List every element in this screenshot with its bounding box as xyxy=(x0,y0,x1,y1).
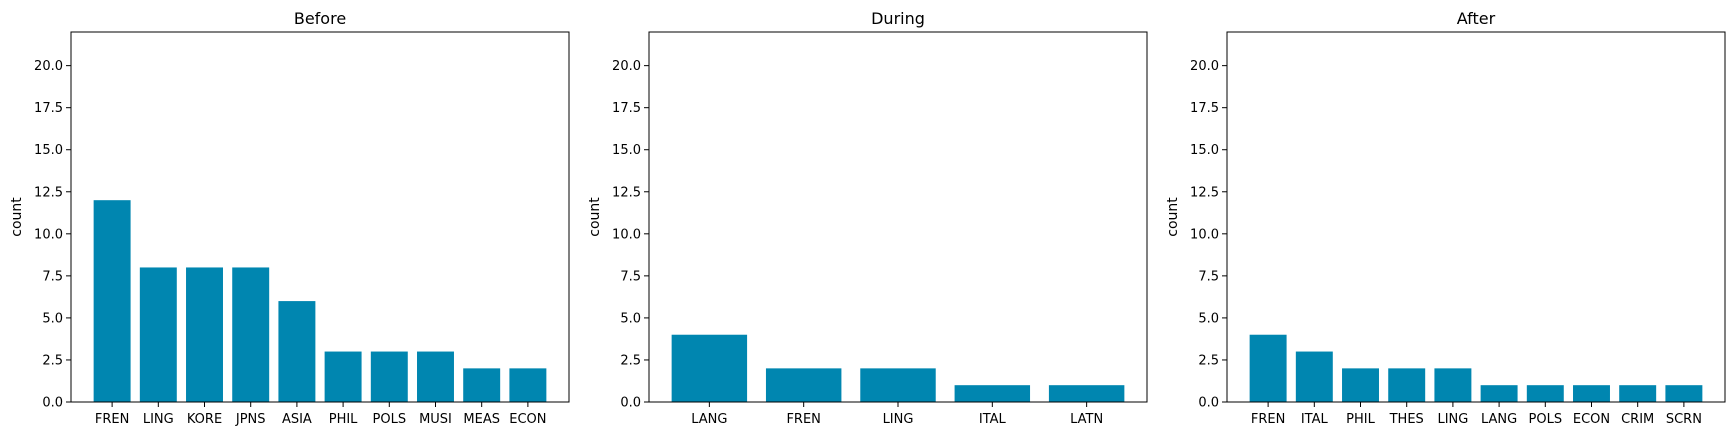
x-tick-label: FREN xyxy=(1251,412,1285,427)
y-tick-label: 2.5 xyxy=(42,353,63,368)
y-tick-label: 7.5 xyxy=(620,269,641,284)
y-tick-label: 5.0 xyxy=(620,311,641,326)
bar-thes xyxy=(1388,368,1426,402)
bar-fren xyxy=(765,368,842,402)
bar-pols xyxy=(370,351,408,402)
chart-panel-during: During count 0.0 2.5 5.0 7.5 10.0 12.5 15.0 17.5 2… xyxy=(587,9,1148,427)
x-tick-label: POLS xyxy=(373,412,407,427)
bar-musi xyxy=(417,351,454,402)
bar-ital xyxy=(954,385,1031,402)
y-tick-label: 17.5 xyxy=(612,101,641,116)
bar-kore xyxy=(186,267,223,402)
y-tick-label: 2.5 xyxy=(1198,353,1219,368)
y-axis-label: count xyxy=(1165,197,1181,237)
plot-frame xyxy=(648,31,1148,403)
bar-latn xyxy=(1048,385,1125,402)
x-tick-label: KORE xyxy=(187,412,222,427)
y-tick-label: 10.0 xyxy=(612,227,641,242)
y-tick-label: 10.0 xyxy=(1190,227,1219,242)
x-tick-label: MUSI xyxy=(419,412,452,427)
chart-title: After xyxy=(1457,9,1496,28)
x-tick-label: LANG xyxy=(691,412,727,427)
bar-crim xyxy=(1619,385,1657,402)
bar-ling xyxy=(860,368,936,402)
bar-ling xyxy=(139,267,177,402)
bar-asia xyxy=(278,301,316,402)
bar-phil xyxy=(1342,368,1379,402)
bar-fren xyxy=(93,200,131,402)
y-tick-label: 0.0 xyxy=(42,396,63,411)
bar-lang xyxy=(671,334,748,402)
chart-panel-after: After count 0.0 2.5 5.0 7.5 10.0 12.5 15.0 17.5 20… xyxy=(1165,9,1726,427)
x-tick-label: JPNS xyxy=(235,412,266,427)
y-axis-label: count xyxy=(9,197,25,237)
y-tick-label: 15.0 xyxy=(1190,143,1219,158)
y-tick-label: 5.0 xyxy=(1198,311,1219,326)
bar-fren xyxy=(1249,334,1287,402)
bar-econ xyxy=(509,368,547,402)
plot-frame xyxy=(70,31,570,403)
y-tick-label: 20.0 xyxy=(612,59,641,74)
y-tick-label: 17.5 xyxy=(34,101,63,116)
x-tick-label: ITAL xyxy=(1301,412,1329,427)
x-tick-label: LATN xyxy=(1070,412,1103,427)
y-tick-label: 0.0 xyxy=(1198,396,1219,411)
x-tick-label: CRIM xyxy=(1621,412,1654,427)
x-tick-label: ASIA xyxy=(282,412,312,427)
bar-econ xyxy=(1573,385,1610,402)
chart-title: Before xyxy=(294,9,346,28)
bar-ital xyxy=(1295,351,1333,402)
y-tick-label: 15.0 xyxy=(34,143,63,158)
y-tick-label: 7.5 xyxy=(1198,269,1219,284)
y-tick-label: 17.5 xyxy=(1190,101,1219,116)
x-tick-label: LING xyxy=(143,412,174,427)
x-tick-label: THES xyxy=(1389,412,1424,427)
y-axis-label: count xyxy=(587,197,603,237)
y-tick-label: 12.5 xyxy=(612,185,641,200)
x-tick-label: LANG xyxy=(1481,412,1517,427)
y-tick-label: 7.5 xyxy=(42,269,63,284)
bar-meas xyxy=(463,368,501,402)
x-tick-label: LING xyxy=(883,412,914,427)
x-tick-label: ECON xyxy=(509,412,546,427)
x-tick-label: ECON xyxy=(1573,412,1610,427)
bar-phil xyxy=(324,351,362,402)
x-tick-label: FREN xyxy=(95,412,129,427)
bar-scrn xyxy=(1665,385,1703,402)
x-tick-label: SCRN xyxy=(1666,412,1702,427)
x-tick-label: PHIL xyxy=(329,412,358,427)
y-tick-label: 20.0 xyxy=(34,59,63,74)
bar-ling xyxy=(1434,368,1472,402)
x-tick-label: FREN xyxy=(786,412,820,427)
chart-title: During xyxy=(871,9,925,28)
y-tick-label: 12.5 xyxy=(1190,185,1219,200)
x-tick-label: LING xyxy=(1437,412,1468,427)
y-tick-label: 20.0 xyxy=(1190,59,1219,74)
y-tick-label: 12.5 xyxy=(34,185,63,200)
bar-lang xyxy=(1480,385,1518,402)
y-tick-label: 2.5 xyxy=(620,353,641,368)
y-tick-label: 0.0 xyxy=(620,396,641,411)
x-tick-label: ITAL xyxy=(979,412,1007,427)
bar-pols xyxy=(1526,385,1564,402)
chart-panel-before: Before count 0.0 2.5 5.0 7.5 10.0 12.5 15.0 17.5 2… xyxy=(9,9,570,427)
x-tick-label: PHIL xyxy=(1346,412,1375,427)
x-tick-label: POLS xyxy=(1529,412,1563,427)
y-tick-label: 5.0 xyxy=(42,311,63,326)
x-tick-label: MEAS xyxy=(463,412,500,427)
plot-frame xyxy=(1226,31,1726,403)
y-tick-label: 10.0 xyxy=(34,227,63,242)
y-tick-label: 15.0 xyxy=(612,143,641,158)
bar-jpns xyxy=(232,267,270,402)
